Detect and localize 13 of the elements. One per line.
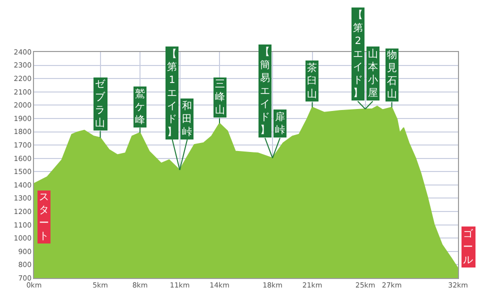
annotation: 和田峠 [182, 100, 192, 138]
annotation: ゼブラ山 [95, 79, 106, 129]
annotation: 物見石山 [387, 50, 397, 100]
annotation: 【簡易エイド】 [260, 46, 270, 136]
annotation: ゴール [463, 228, 474, 266]
annotation: 鷲ケ峰 [135, 88, 145, 126]
annotation: 【第2エイド】 [353, 9, 363, 99]
annotation: 三峰山 [215, 79, 225, 116]
annotation: スタート [39, 192, 49, 242]
annotation: 山本小屋 [368, 48, 378, 99]
annotation: 扉峠 [275, 111, 285, 136]
annotation: 茶臼山 [307, 62, 317, 100]
annotation: 【第1エイド】 [167, 48, 177, 138]
